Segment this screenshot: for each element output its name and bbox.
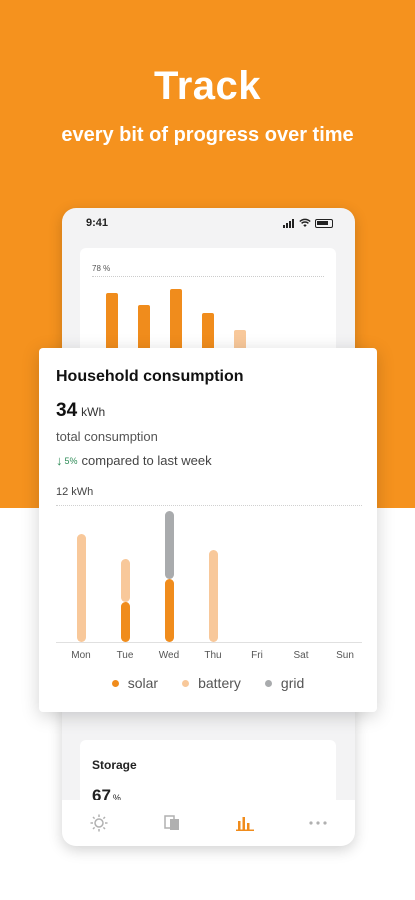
tab-statistics[interactable] [225,808,265,838]
solar-dot-icon [111,679,119,687]
storage-title: Storage [92,758,137,772]
total-consumption-label: total consumption [56,429,158,444]
legend-solar-label: solar [127,675,159,691]
card-title: Household consumption [56,368,244,385]
tab-devices[interactable] [152,808,192,838]
storage-unit: % [112,793,121,803]
day-label-sun: Sun [336,650,354,661]
legend-grid-label: grid [280,675,305,691]
battery-icon [315,219,333,228]
background-chart-ymax: 78 % [92,264,111,273]
status-time: 9:41 [86,217,109,229]
hero-subtitle: every bit of progress over time [61,124,354,146]
comparison-text: compared to last week [81,453,212,468]
chart-baseline [56,642,362,643]
day-label-sat: Sat [293,650,309,661]
legend-grid[interactable]: grid [264,675,305,691]
arrow-down-icon: ↓ [56,453,63,468]
chart-gridline [56,505,362,506]
hero-title: Track [153,64,262,108]
wifi-icon [299,218,311,227]
total-consumption-value: 34 kWh [56,400,106,421]
bar-wed-grid [164,511,174,580]
tab-overview[interactable] [79,808,119,838]
comparison-percent: 5% [64,455,78,466]
day-label-wed: Wed [158,650,180,661]
comparison-row: ↓ 5% compared to last week [56,453,212,468]
status-bar: 9:41 [62,208,355,238]
bar-thu-battery [208,549,218,642]
chart-legend: solar battery grid [39,675,377,691]
status-icons [283,218,333,228]
bar-wed-solar [164,579,174,642]
day-label-thu: Thu [204,650,222,661]
legend-solar[interactable]: solar [111,675,159,691]
tab-bar [62,800,355,846]
bar-mon-battery [76,533,86,642]
day-label-tue: Tue [116,650,134,661]
grid-dot-icon [264,679,272,687]
day-label-fri: Fri [251,650,263,661]
battery-dot-icon [182,679,190,687]
background-chart-gridline [92,276,324,277]
legend-battery[interactable]: battery [182,675,241,691]
day-label-mon: Mon [71,650,91,661]
bar-tue-solar [120,602,130,642]
sun-icon [90,814,108,832]
bar-tue-battery [120,559,130,603]
devices-icon [164,815,179,830]
more-icon [309,821,327,825]
household-consumption-card[interactable]: Household consumption 34 kWh total consum… [39,348,377,712]
chart-ymax-label: 12 kWh [56,486,94,498]
consumption-unit: kWh [81,405,106,419]
tab-more[interactable] [298,808,338,838]
chart-icon [236,817,255,831]
signal-icon [283,219,295,228]
legend-battery-label: battery [198,675,241,691]
